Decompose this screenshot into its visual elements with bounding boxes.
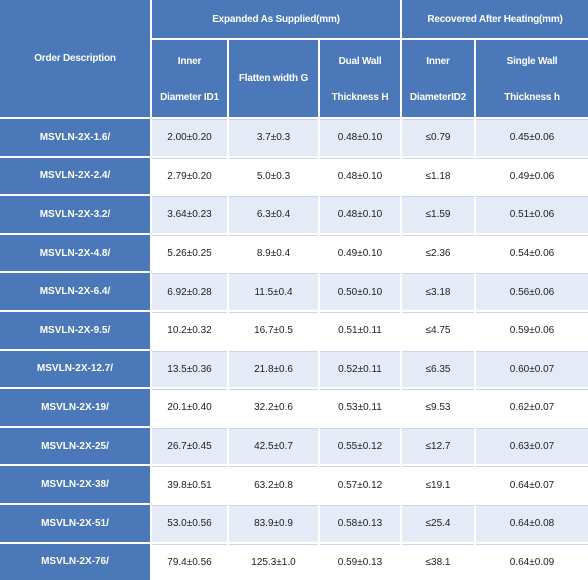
single-wall-thickness-cell: 0.51±0.06: [476, 196, 588, 233]
dual-wall-thickness-cell: 0.59±0.13: [320, 543, 400, 580]
order-description-cell: MSVLN-2X-38/: [0, 466, 150, 503]
order-description-cell: MSVLN-2X-6.4/: [0, 273, 150, 310]
single-wall-thickness-cell: 0.64±0.07: [476, 466, 588, 503]
header-line: Diameter ID1: [160, 92, 219, 103]
dual-wall-thickness-cell: 0.48±0.10: [320, 119, 400, 156]
flatten-width-cell: 21.8±0.6: [229, 350, 318, 388]
single-wall-thickness-cell: 0.63±0.07: [476, 427, 588, 465]
order-description-cell: MSVLN-2X-19/: [0, 389, 150, 426]
dual-wall-thickness-cell: 0.53±0.11: [320, 389, 400, 426]
order-description-cell: MSVLN-2X-51/: [0, 505, 150, 542]
flatten-width-cell: 83.9±0.9: [229, 505, 318, 542]
inner-diameter-id1-cell: 2.79±0.20: [152, 157, 227, 195]
header-line: Dual Wall: [338, 56, 382, 67]
inner-diameter-id2-cell: ≤0.79: [402, 119, 474, 156]
header-flatten-width: Flatten width G: [229, 40, 318, 117]
order-description-cell: MSVLN-2X-9.5/: [0, 312, 150, 349]
inner-diameter-id2-cell: ≤12.7: [402, 427, 474, 465]
single-wall-thickness-cell: 0.49±0.06: [476, 157, 588, 195]
dual-wall-thickness-cell: 0.57±0.12: [320, 466, 400, 503]
order-description-cell: MSVLN-2X-1.6/: [0, 119, 150, 156]
inner-diameter-id2-cell: ≤25.4: [402, 505, 474, 542]
inner-diameter-id1-cell: 20.1±0.40: [152, 389, 227, 426]
inner-diameter-id1-cell: 3.64±0.23: [152, 196, 227, 233]
inner-diameter-id1-cell: 26.7±0.45: [152, 427, 227, 465]
single-wall-thickness-cell: 0.56±0.06: [476, 273, 588, 310]
flatten-width-cell: 125.3±1.0: [229, 543, 318, 580]
dual-wall-thickness-cell: 0.50±0.10: [320, 273, 400, 310]
header-line: Single Wall: [506, 56, 558, 67]
header-recovered-after-heating: Recovered After Heating(mm): [402, 0, 588, 38]
single-wall-thickness-cell: 0.64±0.09: [476, 543, 588, 580]
flatten-width-cell: 3.7±0.3: [229, 119, 318, 156]
dual-wall-thickness-cell: 0.58±0.13: [320, 505, 400, 542]
header-line: Thickness h: [504, 92, 560, 103]
order-description-cell: MSVLN-2X-25/: [0, 427, 150, 465]
inner-diameter-id2-cell: ≤1.59: [402, 196, 474, 233]
dual-wall-thickness-cell: 0.55±0.12: [320, 427, 400, 465]
header-order-description: Order Description: [0, 0, 150, 117]
inner-diameter-id2-cell: ≤4.75: [402, 312, 474, 349]
inner-diameter-id1-cell: 6.92±0.28: [152, 273, 227, 310]
single-wall-thickness-cell: 0.62±0.07: [476, 389, 588, 426]
order-description-cell: MSVLN-2X-12.7/: [0, 350, 150, 388]
order-description-cell: MSVLN-2X-76/: [0, 543, 150, 580]
header-line: Inner: [177, 56, 202, 67]
flatten-width-cell: 11.5±0.4: [229, 273, 318, 310]
header-single-wall-thickness: Single Wall Thickness h: [476, 40, 588, 117]
header-expanded-as-supplied: Expanded As Supplied(mm): [152, 0, 400, 38]
header-inner-diameter-id1: Inner Diameter ID1: [152, 40, 227, 117]
dual-wall-thickness-cell: 0.49±0.10: [320, 234, 400, 272]
header-line: Thickness H: [331, 92, 389, 103]
inner-diameter-id1-cell: 10.2±0.32: [152, 312, 227, 349]
single-wall-thickness-cell: 0.54±0.06: [476, 234, 588, 272]
dual-wall-thickness-cell: 0.48±0.10: [320, 196, 400, 233]
dual-wall-thickness-cell: 0.48±0.10: [320, 157, 400, 195]
flatten-width-cell: 63.2±0.8: [229, 466, 318, 503]
single-wall-thickness-cell: 0.45±0.06: [476, 119, 588, 156]
inner-diameter-id1-cell: 5.26±0.25: [152, 234, 227, 272]
inner-diameter-id2-cell: ≤6.35: [402, 350, 474, 388]
order-description-cell: MSVLN-2X-2.4/: [0, 157, 150, 195]
inner-diameter-id2-cell: ≤3.18: [402, 273, 474, 310]
flatten-width-cell: 42.5±0.7: [229, 427, 318, 465]
header-inner-diameter-id2: Inner DiameterID2: [402, 40, 474, 117]
dual-wall-thickness-cell: 0.52±0.11: [320, 350, 400, 388]
inner-diameter-id2-cell: ≤1.18: [402, 157, 474, 195]
order-description-cell: MSVLN-2X-4.8/: [0, 234, 150, 272]
single-wall-thickness-cell: 0.60±0.07: [476, 350, 588, 388]
flatten-width-cell: 6.3±0.4: [229, 196, 318, 233]
inner-diameter-id2-cell: ≤2.36: [402, 234, 474, 272]
single-wall-thickness-cell: 0.59±0.06: [476, 312, 588, 349]
inner-diameter-id1-cell: 39.8±0.51: [152, 466, 227, 503]
inner-diameter-id2-cell: ≤19.1: [402, 466, 474, 503]
header-line: Inner: [426, 56, 450, 67]
flatten-width-cell: 32.2±0.6: [229, 389, 318, 426]
header-line: DiameterID2: [409, 92, 467, 103]
inner-diameter-id1-cell: 13.5±0.36: [152, 350, 227, 388]
single-wall-thickness-cell: 0.64±0.08: [476, 505, 588, 542]
inner-diameter-id2-cell: ≤38.1: [402, 543, 474, 580]
flatten-width-cell: 5.0±0.3: [229, 157, 318, 195]
inner-diameter-id1-cell: 53.0±0.56: [152, 505, 227, 542]
flatten-width-cell: 8.9±0.4: [229, 234, 318, 272]
header-dual-wall-thickness: Dual Wall Thickness H: [320, 40, 400, 117]
inner-diameter-id1-cell: 79.4±0.56: [152, 543, 227, 580]
inner-diameter-id1-cell: 2.00±0.20: [152, 119, 227, 156]
flatten-width-cell: 16.7±0.5: [229, 312, 318, 349]
order-description-cell: MSVLN-2X-3.2/: [0, 196, 150, 233]
dual-wall-thickness-cell: 0.51±0.11: [320, 312, 400, 349]
inner-diameter-id2-cell: ≤9.53: [402, 389, 474, 426]
